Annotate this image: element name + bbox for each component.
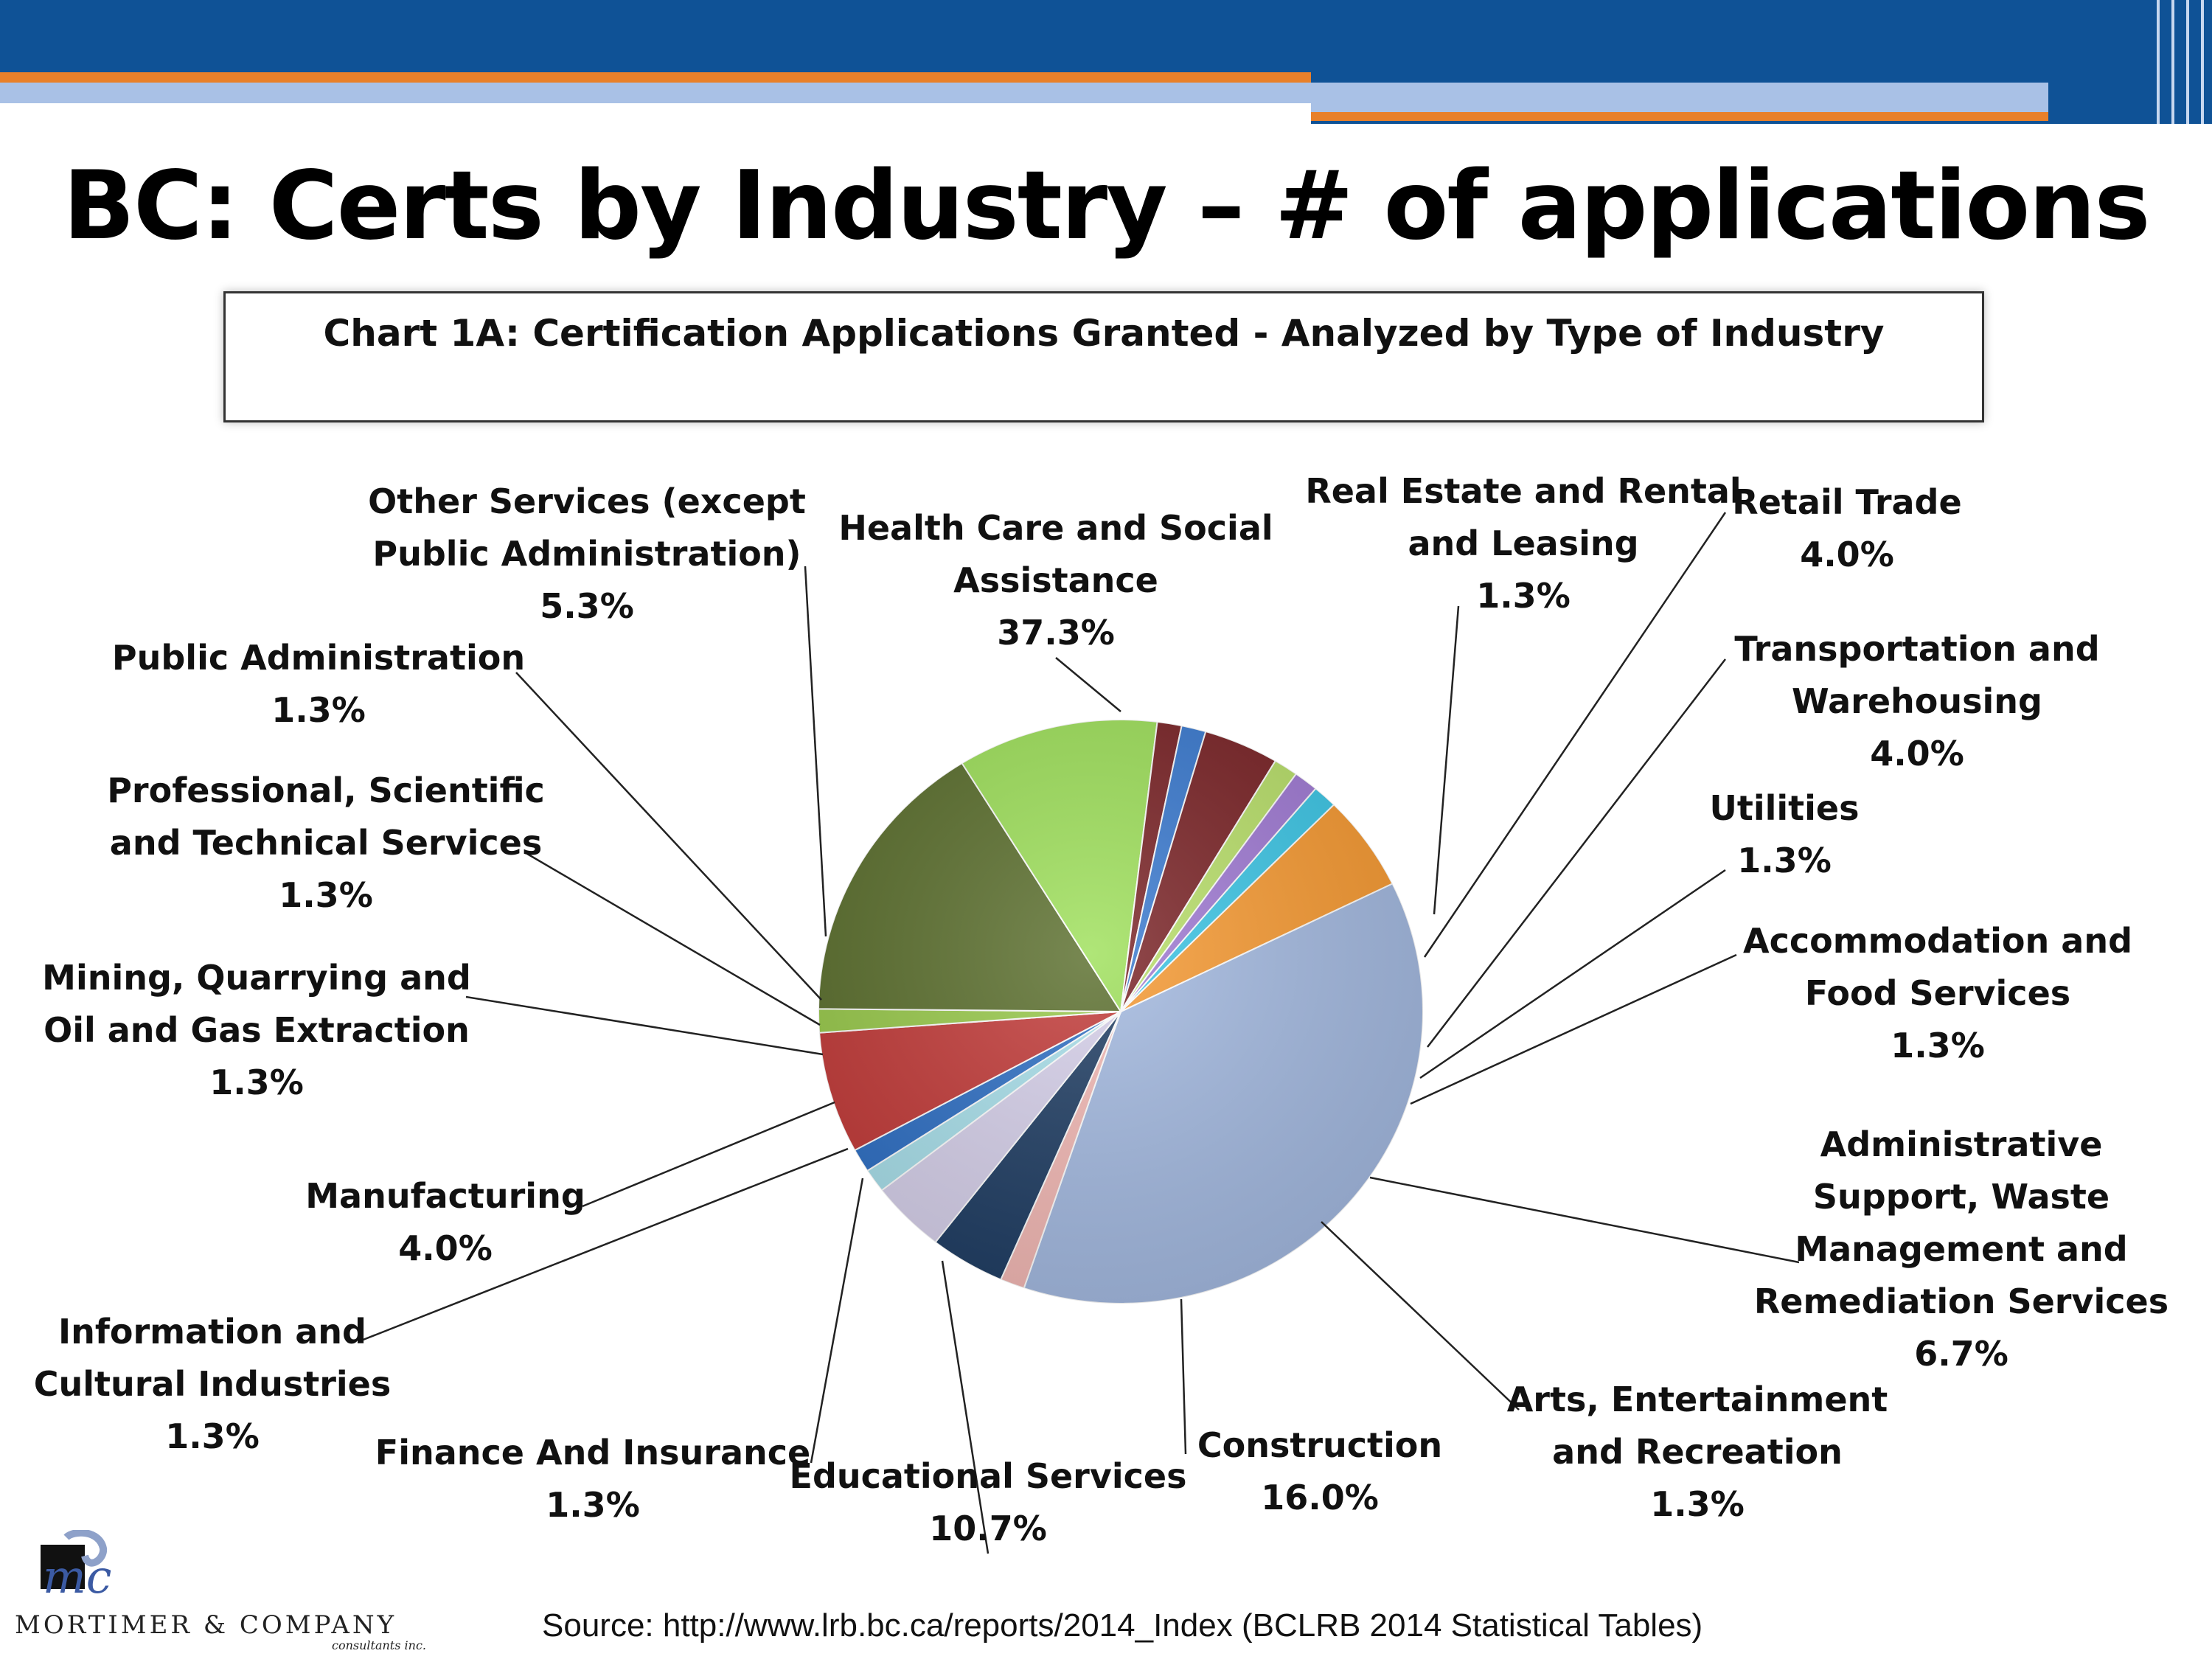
logo-swoosh bbox=[63, 1530, 107, 1567]
logo-monogram: mc bbox=[43, 1550, 112, 1604]
source-note: Source: http://www.lrb.bc.ca/reports/201… bbox=[542, 1607, 1703, 1644]
slice-percent-label: 16.0% bbox=[1261, 1478, 1379, 1517]
slice-percent-label: 1.3% bbox=[546, 1485, 640, 1525]
slice-category-label: and Leasing bbox=[1408, 524, 1638, 563]
slice-category-label: Arts, Entertainment bbox=[1507, 1380, 1888, 1419]
chart-title-box: Chart 1A: Certification Applications Gra… bbox=[223, 291, 1984, 422]
header-band bbox=[0, 0, 2212, 72]
slice-percent-label: 4.0% bbox=[398, 1228, 493, 1268]
header-light-stripe bbox=[0, 83, 1312, 103]
slice-percent-label: 6.7% bbox=[1914, 1334, 2008, 1374]
company-logo: mc MORTIMER & COMPANY consultants inc. bbox=[15, 1530, 426, 1652]
slice-category-label: Management and bbox=[1795, 1229, 2127, 1269]
slice-category-label: Support, Waste bbox=[1813, 1177, 2110, 1217]
leader-line bbox=[465, 995, 824, 1056]
slice-category-label: Educational Services bbox=[790, 1456, 1187, 1496]
slice-category-label: Mining, Quarrying and bbox=[42, 958, 471, 998]
slice-percent-label: 4.0% bbox=[1870, 734, 1964, 773]
leader-lines bbox=[361, 512, 1800, 1554]
slice-category-label: Cultural Industries bbox=[34, 1364, 391, 1404]
slice-percent-label: 1.3% bbox=[271, 690, 366, 730]
slice-percent-label: 1.3% bbox=[1737, 841, 1832, 880]
slice-percent-label: 1.3% bbox=[209, 1062, 304, 1102]
header-decor-line bbox=[2171, 0, 2174, 124]
slice-category-label: Transportation and bbox=[1734, 629, 2099, 669]
slice-category-label: Other Services (except bbox=[368, 481, 806, 521]
leader-line bbox=[804, 566, 827, 937]
slice-category-label: Retail Trade bbox=[1732, 482, 1961, 522]
slice-category-label: Health Care and Social bbox=[838, 508, 1273, 548]
leader-line bbox=[941, 1260, 990, 1554]
slice-percent-label: 1.3% bbox=[165, 1416, 260, 1456]
header-decor-line bbox=[2186, 0, 2189, 124]
slice-percent-label: 37.3% bbox=[997, 613, 1115, 653]
leader-line bbox=[1410, 953, 1737, 1105]
slice-category-label: Warehousing bbox=[1792, 681, 2042, 721]
slice-percent-label: 1.3% bbox=[1650, 1484, 1745, 1524]
logo-tagline: consultants inc. bbox=[332, 1638, 426, 1652]
slice-category-label: Oil and Gas Extraction bbox=[44, 1010, 470, 1050]
logo-square bbox=[41, 1545, 85, 1589]
slice-category-label: Finance And Insurance bbox=[375, 1433, 810, 1472]
leader-line bbox=[810, 1178, 864, 1464]
leader-line bbox=[526, 852, 821, 1026]
slice-category-label: Information and bbox=[58, 1312, 366, 1352]
slice-category-label: and Technical Services bbox=[110, 823, 542, 863]
slice-category-label: and Recreation bbox=[1552, 1432, 1843, 1472]
header-decor-line bbox=[2157, 0, 2160, 124]
slice-category-label: Assistance bbox=[953, 560, 1158, 600]
chart-title: Chart 1A: Certification Applications Gra… bbox=[323, 312, 1885, 355]
slice-category-label: Professional, Scientific bbox=[107, 771, 545, 810]
slice-percent-label: 1.3% bbox=[1891, 1026, 1985, 1065]
slice-category-label: Remediation Services bbox=[1754, 1281, 2168, 1321]
leader-line bbox=[1427, 658, 1726, 1048]
slice-category-label: Accommodation and bbox=[1743, 921, 2132, 961]
slice-category-label: Public Administration) bbox=[372, 534, 801, 574]
slice-percent-label: 1.3% bbox=[1476, 576, 1571, 616]
slice-percent-label: 10.7% bbox=[929, 1509, 1047, 1548]
header-right-orange-stripe bbox=[1311, 112, 2048, 121]
slice-percent-label: 5.3% bbox=[540, 586, 634, 626]
leader-line bbox=[1055, 657, 1121, 712]
page-title: BC: Certs by Industry – # of application… bbox=[63, 151, 2150, 261]
slice-percent-label: 4.0% bbox=[1800, 535, 1894, 574]
slice-category-label: Construction bbox=[1197, 1425, 1442, 1465]
slice-category-label: Manufacturing bbox=[305, 1176, 585, 1216]
header-orange-stripe bbox=[0, 72, 1312, 83]
leader-line bbox=[1423, 512, 1727, 958]
leader-line bbox=[1419, 869, 1726, 1079]
slice-percent-label: 1.3% bbox=[279, 875, 373, 915]
pie-shading bbox=[818, 720, 1423, 1304]
slice-category-label: Public Administration bbox=[112, 638, 525, 678]
header-right-light-stripe bbox=[1311, 83, 2048, 112]
leader-line bbox=[361, 1147, 849, 1342]
leader-line bbox=[582, 1101, 835, 1208]
leader-line bbox=[1180, 1298, 1187, 1455]
leader-line bbox=[1369, 1176, 1800, 1264]
logo-company-name: MORTIMER & COMPANY bbox=[15, 1610, 397, 1640]
leader-line bbox=[515, 672, 822, 1001]
slice-category-label: Real Estate and Rental bbox=[1305, 471, 1741, 511]
slice-category-label: Administrative bbox=[1820, 1124, 2103, 1164]
slice-labels: Health Care and Social Assistance 37.3% Rea… bbox=[34, 471, 2168, 1548]
slice-category-label: Food Services bbox=[1805, 973, 2070, 1013]
slice-category-label: Utilities bbox=[1710, 788, 1860, 828]
leader-line bbox=[1321, 1221, 1520, 1411]
leader-line bbox=[1433, 605, 1460, 915]
header-decor-line bbox=[2201, 0, 2204, 124]
